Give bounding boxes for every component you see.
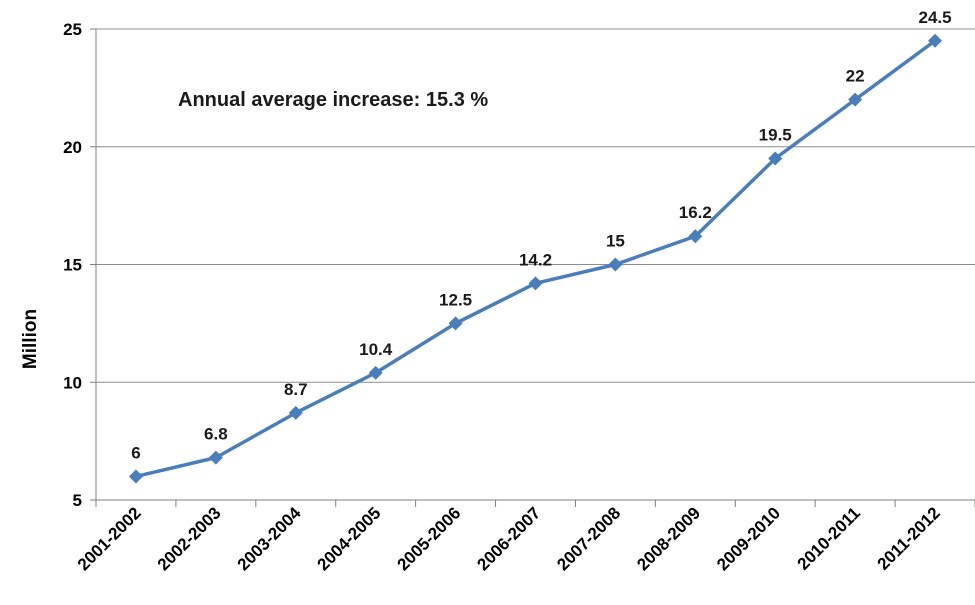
data-label: 19.5	[759, 126, 792, 145]
data-label: 6.8	[204, 425, 228, 444]
y-tick-label: 5	[73, 491, 82, 510]
chart-annotation: Annual average increase: 15.3 %	[178, 89, 488, 111]
x-tick-label: 2005-2006	[393, 503, 464, 574]
y-axis-label: Million	[20, 309, 41, 369]
data-point-marker	[368, 365, 383, 380]
x-tick-label: 2011-2012	[874, 503, 944, 573]
data-label: 12.5	[439, 290, 472, 309]
x-tick-label: 2004-2005	[314, 503, 385, 574]
data-point-marker	[288, 405, 303, 420]
data-label: 22	[846, 67, 865, 86]
x-tick-label: 2003-2004	[234, 503, 305, 574]
data-label: 14.2	[519, 250, 552, 269]
x-tick-label: 2001-2002	[74, 503, 145, 574]
data-point-marker	[528, 276, 543, 291]
data-point-marker	[688, 229, 703, 244]
gridlines	[96, 28, 975, 501]
y-tick-label: 25	[63, 20, 82, 39]
x-tick-label: 2006-2007	[473, 503, 544, 574]
y-tick-label: 20	[63, 138, 82, 157]
data-point-marker	[928, 33, 943, 48]
x-tick-label: 2007-2008	[553, 503, 624, 574]
data-point-marker	[128, 469, 143, 484]
series-line-group	[128, 33, 943, 484]
data-point-marker	[768, 151, 783, 166]
x-tick-label: 2008-2009	[633, 503, 704, 574]
data-point-marker	[608, 257, 623, 272]
data-label: 16.2	[679, 203, 712, 222]
x-tick-label: 2010-2011	[794, 503, 864, 573]
data-label: 10.4	[359, 340, 393, 359]
data-label: 6	[131, 443, 140, 462]
data-label: 24.5	[918, 8, 951, 27]
y-tick-label: 10	[63, 373, 82, 392]
data-point-marker	[208, 450, 223, 465]
data-point-marker	[448, 316, 463, 331]
x-axis-ticks: 2001-2002 2002-2003 2003-2004 2004-2005 2005…	[74, 500, 975, 574]
y-axis-ticks: 5 10 15 20 25	[63, 20, 96, 510]
x-tick-label: 2009-2010	[713, 503, 784, 574]
y-tick-label: 15	[63, 256, 82, 275]
data-labels: 6 6.8 8.7 10.4 12.5 14.2 15 16.2 19.5 22 24.5	[131, 8, 951, 463]
data-label: 8.7	[284, 380, 308, 399]
data-point-marker	[848, 92, 863, 107]
data-label: 15	[606, 232, 625, 251]
x-tick-label: 2002-2003	[154, 503, 225, 574]
